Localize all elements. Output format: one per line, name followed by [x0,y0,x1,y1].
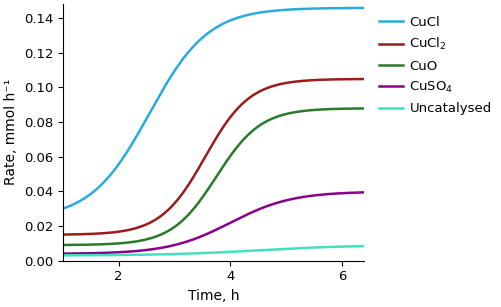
Uncatalysed [261,248,267,252]
CuCl$_2$ [113,230,119,234]
CuCl [286,8,292,11]
CuO [196,200,202,204]
CuCl [360,6,366,10]
Uncatalysed [137,253,143,257]
CuCl [196,39,202,42]
Line: CuO: CuO [63,108,363,245]
CuCl$_2$ [60,233,66,236]
CuO [137,239,143,243]
CuO [261,121,267,125]
CuCl$_2$ [196,165,202,169]
Uncatalysed [60,254,66,257]
CuCl$_2$ [137,225,143,229]
CuCl [137,128,143,131]
CuCl [60,207,66,210]
CuSO$_4$ [261,205,267,209]
Uncatalysed [286,247,292,251]
CuO [286,111,292,115]
CuCl [261,10,267,14]
CuSO$_4$ [237,216,243,220]
Uncatalysed [360,244,366,248]
CuO [360,107,366,110]
Uncatalysed [196,251,202,255]
CuSO$_4$ [196,235,202,239]
CuO [113,242,119,245]
Uncatalysed [113,253,119,257]
CuCl$_2$ [360,77,366,81]
CuSO$_4$ [360,191,366,194]
CuCl$_2$ [237,104,243,107]
CuCl [113,166,119,169]
Y-axis label: Rate, mmol h⁻¹: Rate, mmol h⁻¹ [4,79,18,185]
Line: Uncatalysed: Uncatalysed [63,246,363,255]
CuO [60,243,66,247]
Line: CuSO$_4$: CuSO$_4$ [63,192,363,254]
CuCl [237,15,243,19]
CuSO$_4$ [137,249,143,252]
CuSO$_4$ [60,252,66,255]
Uncatalysed [237,250,243,253]
CuCl$_2$ [286,80,292,84]
CuSO$_4$ [286,198,292,201]
Legend: CuCl, CuCl$_2$, CuO, CuSO$_4$, Uncatalysed: CuCl, CuCl$_2$, CuO, CuSO$_4$, Uncatalys… [373,11,496,121]
X-axis label: Time, h: Time, h [187,289,239,303]
CuSO$_4$ [113,251,119,254]
CuCl$_2$ [261,87,267,91]
CuO [237,141,243,145]
Line: CuCl$_2$: CuCl$_2$ [63,79,363,235]
Line: CuCl: CuCl [63,8,363,208]
